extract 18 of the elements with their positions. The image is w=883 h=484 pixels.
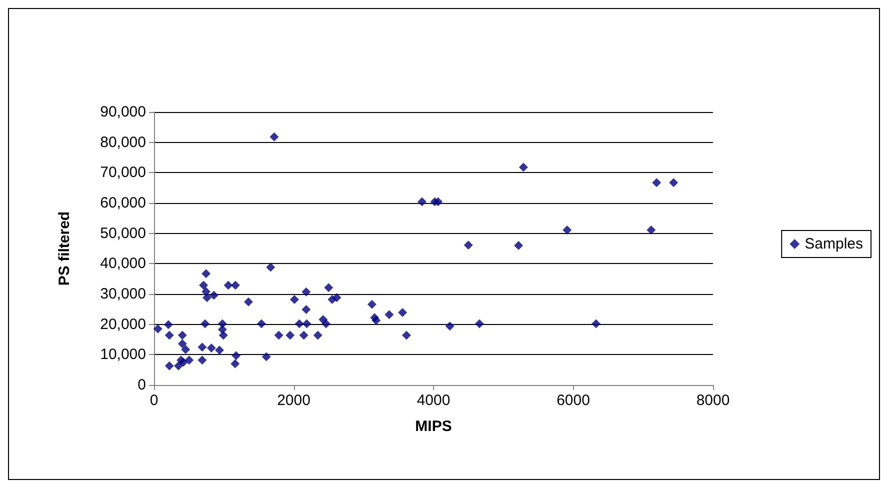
x-axis-title: MIPS — [415, 418, 452, 435]
y-tick-label: 40,000 — [100, 255, 146, 272]
x-tick-label: 4000 — [416, 392, 450, 409]
y-tick-label: 50,000 — [100, 224, 146, 242]
y-tick-label: 20,000 — [100, 316, 146, 333]
y-tick-label: 30,000 — [100, 286, 146, 302]
y-tick-label: 90,000 — [100, 104, 146, 120]
y-tick-label: 60,000 — [100, 194, 146, 212]
y-tick-label: 10,000 — [100, 346, 146, 364]
y-tick-label: 0 — [138, 376, 146, 394]
x-tick-label: 8000 — [696, 392, 730, 409]
x-tick-label: 2000 — [277, 392, 310, 409]
legend-label: Samples — [804, 236, 863, 252]
y-axis-title: PS filtered — [56, 211, 73, 286]
y-tick-label: 80,000 — [100, 134, 146, 151]
y-tick-label: 70,000 — [100, 164, 146, 182]
x-tick-label: 6000 — [556, 392, 590, 409]
x-tick-label: 0 — [150, 392, 158, 409]
